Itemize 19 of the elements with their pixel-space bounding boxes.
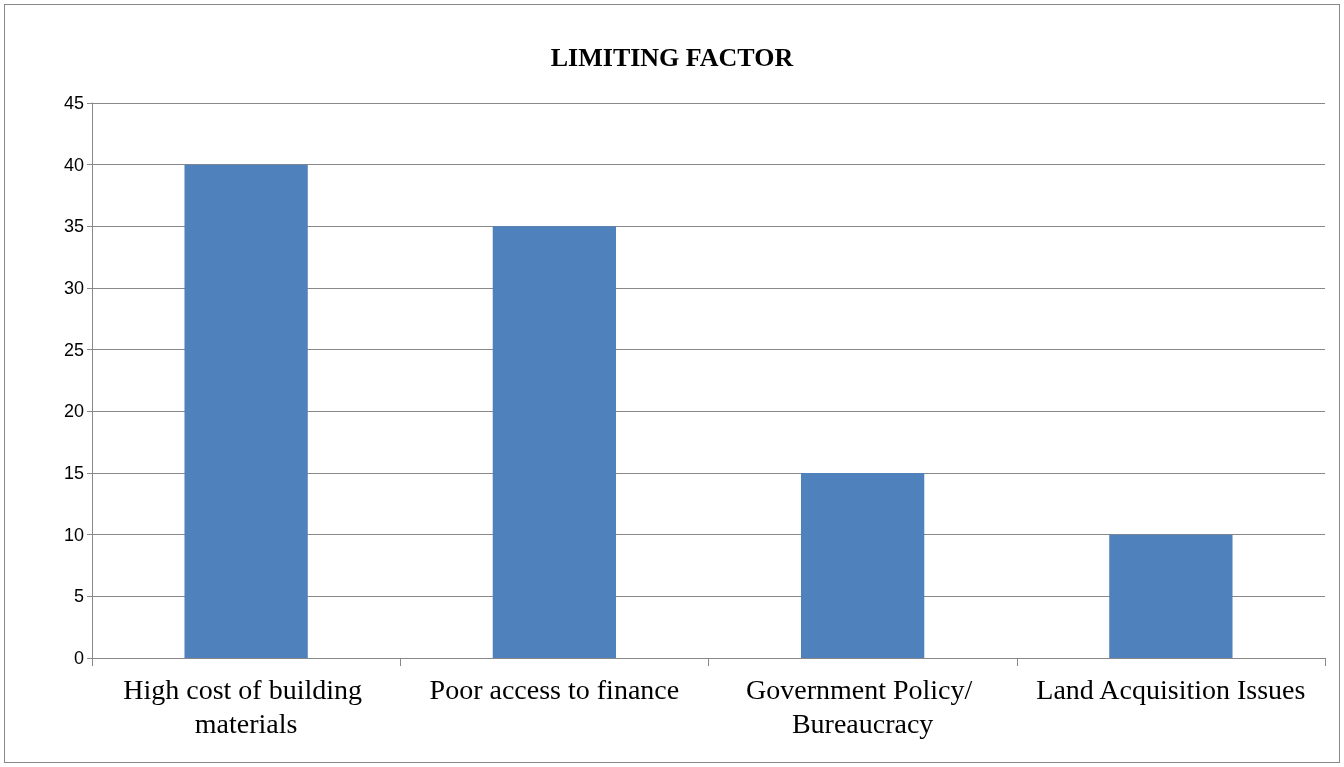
y-tick-label: 45 [63,93,84,113]
chart-title: LIMITING FACTOR [550,42,794,72]
bar [800,473,925,658]
y-tick-label: 0 [73,648,84,668]
bar [184,164,308,658]
y-tick-label: 30 [63,278,84,298]
y-tick-label: 40 [63,154,84,175]
y-tick-label: 35 [63,216,84,237]
y-tick-label: 20 [63,401,84,422]
bar [492,226,617,658]
x-tick-label: Land Acquisition Issues [1036,673,1306,705]
bar [1109,534,1233,658]
y-tick-label: 5 [73,586,84,607]
x-tick-label: Poor access to finance [429,673,680,705]
y-tick-label: 10 [63,524,84,545]
y-tick-label: 25 [63,339,84,360]
x-tick-label: Government Policy/ Bureaucracy [745,673,980,739]
x-tick-label: High cost of building materials [123,673,370,739]
y-tick-label: 15 [63,463,84,483]
